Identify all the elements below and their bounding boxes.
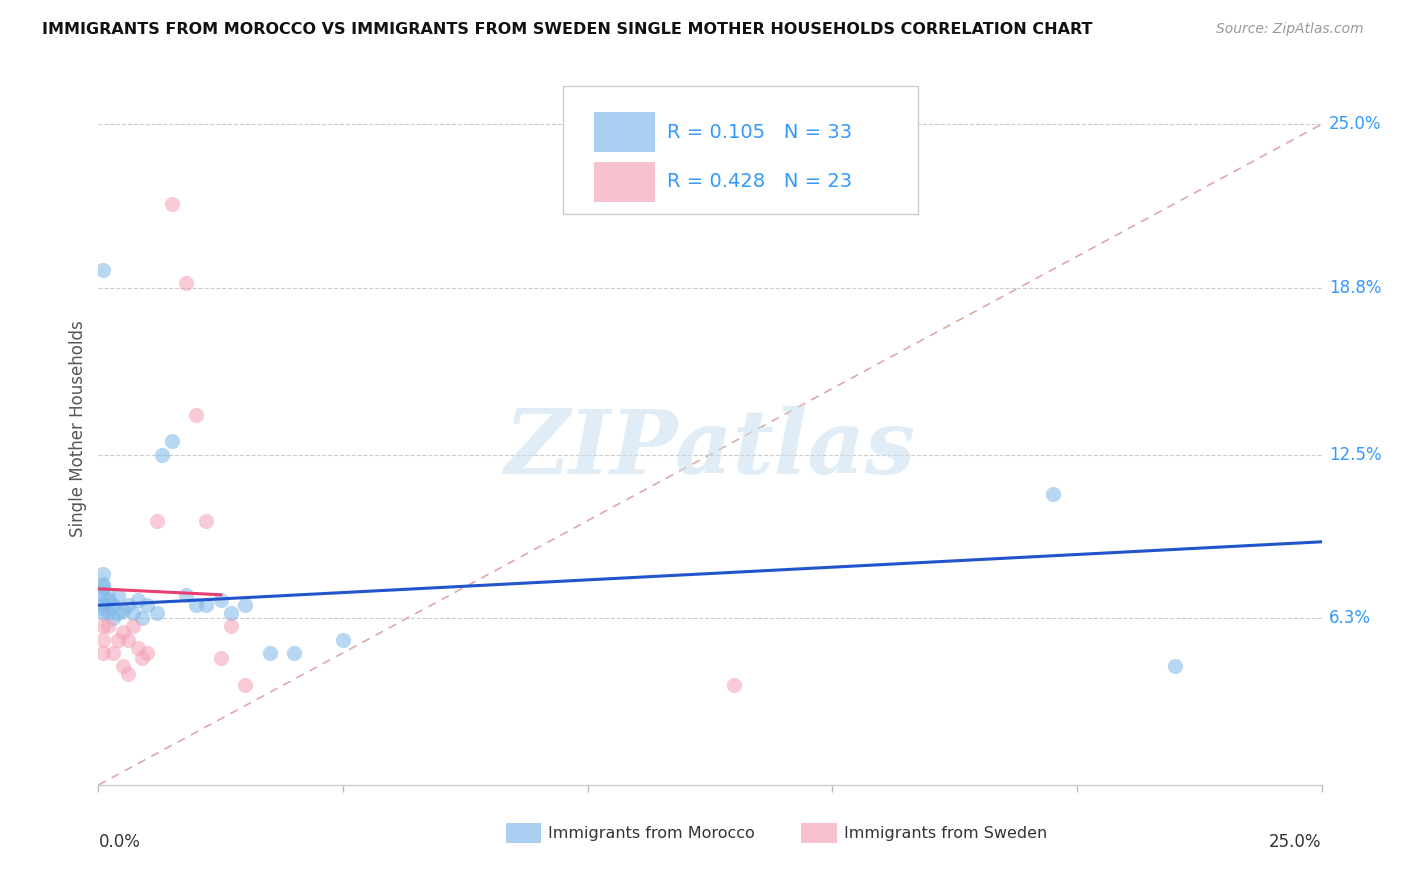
Point xyxy=(111,624,134,639)
Point xyxy=(209,593,232,607)
Point xyxy=(101,611,124,625)
Point xyxy=(233,677,256,691)
Point xyxy=(117,632,139,647)
Text: 6.3%: 6.3% xyxy=(1329,609,1371,627)
Point xyxy=(111,659,134,673)
Point xyxy=(101,646,124,660)
Text: 25.0%: 25.0% xyxy=(1329,115,1381,133)
Point xyxy=(136,599,159,613)
Point xyxy=(1042,487,1064,501)
Point xyxy=(160,196,183,211)
Point xyxy=(1164,659,1187,673)
Point xyxy=(127,593,149,607)
Point xyxy=(117,599,139,613)
Point xyxy=(91,632,114,647)
Point xyxy=(121,606,143,620)
Point xyxy=(91,566,114,581)
Point xyxy=(176,276,198,290)
Point xyxy=(186,408,208,422)
Point xyxy=(186,599,208,613)
Point xyxy=(91,580,114,594)
Point xyxy=(121,619,143,633)
Point xyxy=(195,514,218,528)
Point xyxy=(90,593,112,607)
Point xyxy=(127,640,149,655)
Point xyxy=(219,619,242,633)
Text: R = 0.428   N = 23: R = 0.428 N = 23 xyxy=(668,172,852,192)
Text: 18.8%: 18.8% xyxy=(1329,279,1381,297)
Bar xyxy=(593,112,655,152)
Point xyxy=(176,588,198,602)
Point xyxy=(150,448,173,462)
Point xyxy=(136,646,159,660)
Point xyxy=(146,514,169,528)
Point xyxy=(107,606,129,620)
Point xyxy=(219,606,242,620)
Text: IMMIGRANTS FROM MOROCCO VS IMMIGRANTS FROM SWEDEN SINGLE MOTHER HOUSEHOLDS CORRE: IMMIGRANTS FROM MOROCCO VS IMMIGRANTS FR… xyxy=(42,22,1092,37)
Point xyxy=(131,611,153,625)
Point xyxy=(101,599,124,613)
Point xyxy=(97,619,120,633)
Point xyxy=(283,646,305,660)
Text: 12.5%: 12.5% xyxy=(1329,446,1381,464)
Point xyxy=(195,599,218,613)
Point xyxy=(131,651,153,665)
Y-axis label: Single Mother Households: Single Mother Households xyxy=(69,320,87,536)
Point xyxy=(97,606,120,620)
Point xyxy=(160,434,183,449)
Point xyxy=(233,599,256,613)
Point xyxy=(97,593,120,607)
Point xyxy=(117,667,139,681)
Point xyxy=(332,632,354,647)
Point xyxy=(91,577,114,591)
Text: 0.0%: 0.0% xyxy=(98,832,141,851)
Bar xyxy=(593,162,655,202)
Text: ZIPatlas: ZIPatlas xyxy=(505,407,915,492)
FancyBboxPatch shape xyxy=(564,86,918,214)
Point xyxy=(209,651,232,665)
Point xyxy=(91,262,114,277)
Point xyxy=(91,646,114,660)
Point xyxy=(107,588,129,602)
Text: R = 0.105   N = 33: R = 0.105 N = 33 xyxy=(668,122,852,142)
Point xyxy=(146,606,169,620)
Text: Immigrants from Sweden: Immigrants from Sweden xyxy=(844,826,1047,840)
Point xyxy=(91,606,114,620)
Point xyxy=(111,603,134,617)
Point xyxy=(91,588,114,602)
Point xyxy=(723,677,745,691)
Point xyxy=(259,646,281,660)
Point xyxy=(107,632,129,647)
Point xyxy=(91,619,114,633)
Text: 25.0%: 25.0% xyxy=(1270,832,1322,851)
Point xyxy=(91,599,114,613)
Text: Source: ZipAtlas.com: Source: ZipAtlas.com xyxy=(1216,22,1364,37)
Text: Immigrants from Morocco: Immigrants from Morocco xyxy=(548,826,755,840)
